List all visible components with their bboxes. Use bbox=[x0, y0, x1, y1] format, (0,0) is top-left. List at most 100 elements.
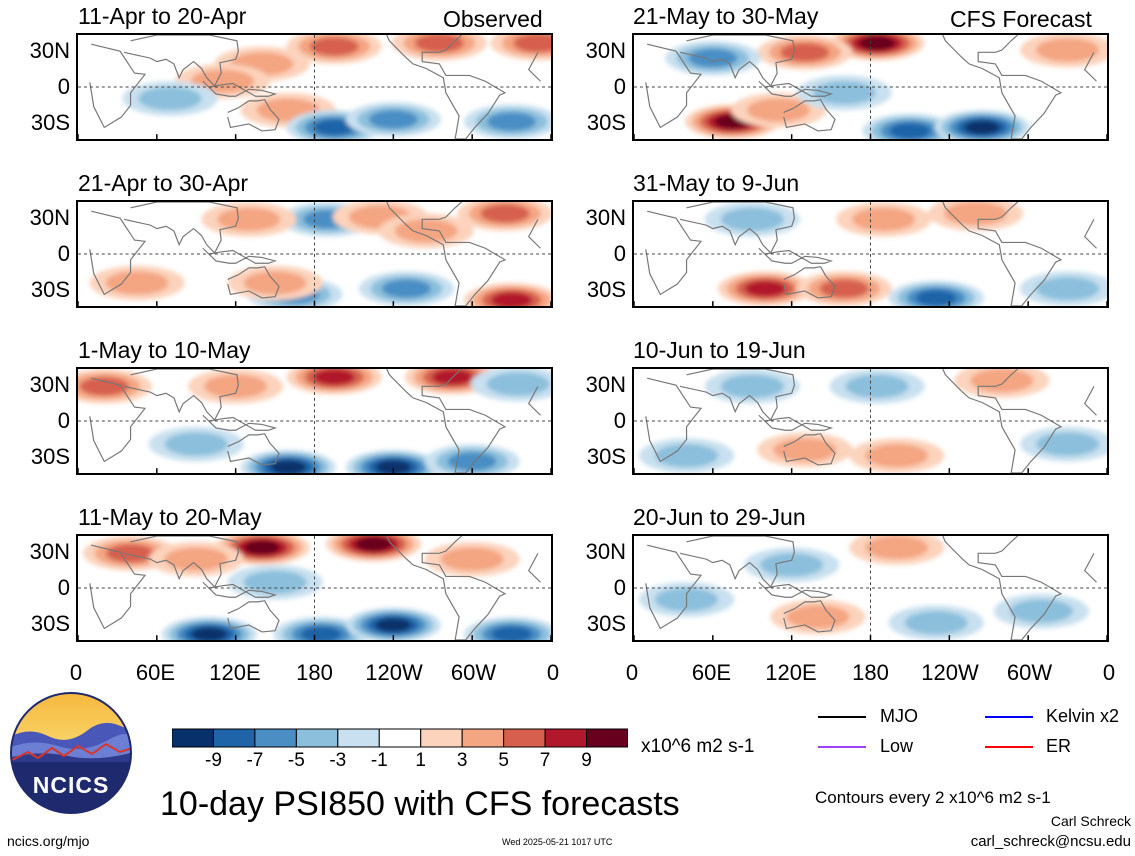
map-panel-fc-3 bbox=[632, 367, 1109, 475]
legend-low-line bbox=[818, 746, 866, 748]
coastline bbox=[89, 210, 147, 296]
anomaly-contour bbox=[243, 271, 307, 295]
map-svg bbox=[78, 536, 551, 640]
colorbar-swatch bbox=[337, 728, 380, 748]
anomaly-contour bbox=[1036, 38, 1100, 62]
anomaly-contour bbox=[191, 627, 228, 640]
anomaly-contour bbox=[375, 460, 412, 473]
coastline bbox=[758, 80, 834, 97]
y-tick-label: 0 bbox=[613, 74, 626, 99]
y-tick-label: 30N bbox=[585, 38, 626, 63]
anomaly-contour bbox=[79, 376, 129, 396]
anomaly-contour bbox=[106, 543, 156, 563]
coastline bbox=[1083, 52, 1097, 82]
y-tick-label: 30S bbox=[30, 611, 70, 636]
anomaly-contour bbox=[414, 35, 464, 53]
author: Carl Schreck bbox=[1050, 813, 1131, 829]
y-tick-label: 0 bbox=[613, 408, 626, 433]
panel-title-obs-2: 21-Apr to 30-Apr bbox=[78, 170, 249, 196]
colorbar-swatch bbox=[420, 728, 463, 748]
anomaly-contour bbox=[300, 626, 342, 640]
panel-title-obs-1: 11-Apr to 20-Apr bbox=[78, 3, 247, 29]
coastline bbox=[679, 369, 795, 421]
coastline bbox=[227, 600, 280, 633]
colorbar-swatch bbox=[212, 728, 256, 748]
colorbar-swatch bbox=[461, 728, 505, 748]
anomaly-contour bbox=[491, 292, 533, 306]
colorbar-swatch bbox=[503, 728, 546, 748]
coastline bbox=[758, 581, 834, 598]
coastline bbox=[645, 377, 703, 463]
anomaly-contour bbox=[944, 202, 1008, 226]
legend-kelvin-label: Kelvin x2 bbox=[1046, 706, 1120, 726]
anomaly-contour bbox=[744, 280, 786, 297]
coastline bbox=[758, 247, 834, 264]
ncics-logo[interactable]: NCICS bbox=[8, 690, 134, 816]
coastline bbox=[527, 219, 541, 249]
anomaly-contour bbox=[845, 374, 909, 399]
colorbar-label: -3 bbox=[329, 750, 347, 771]
y-tick-label: 30N bbox=[29, 38, 70, 63]
x-tick-label: 120E bbox=[765, 660, 817, 685]
x-tick-label: 0 bbox=[69, 660, 83, 685]
coastline bbox=[386, 202, 507, 306]
panel-title-fc-1: 21-May to 30-May bbox=[633, 3, 819, 29]
map-svg bbox=[634, 536, 1107, 640]
anomaly-contour bbox=[244, 540, 280, 555]
anomaly-contour bbox=[513, 35, 551, 53]
map-panel-fc-1 bbox=[632, 33, 1109, 141]
map-svg bbox=[78, 35, 551, 139]
contour-note: Contours every 2 x10^6 m2 s-1 bbox=[815, 788, 1051, 807]
x-tick-label: 60W bbox=[450, 660, 497, 685]
coastline bbox=[527, 386, 541, 416]
y-tick-label: 0 bbox=[57, 241, 70, 266]
y-tick-label: 30N bbox=[585, 372, 626, 397]
coastline bbox=[679, 202, 795, 254]
anomaly-contour bbox=[915, 290, 957, 306]
panel-title-fc-2: 31-May to 9-Jun bbox=[633, 170, 800, 196]
map-panel-fc-4 bbox=[632, 534, 1109, 642]
anomaly-contour bbox=[655, 443, 719, 468]
anomaly-contour bbox=[164, 432, 228, 456]
legend-low-label: Low bbox=[880, 736, 914, 756]
anomaly-contour bbox=[852, 207, 916, 232]
coastline bbox=[202, 80, 278, 97]
coastline bbox=[123, 202, 239, 254]
map-svg bbox=[634, 202, 1107, 306]
panel-title-fc-4: 20-Jun to 29-Jun bbox=[633, 504, 806, 530]
colorbar-units: x10^6 m2 s-1 bbox=[641, 736, 755, 757]
site-link[interactable]: ncics.org/mjo bbox=[7, 833, 90, 849]
anomaly-contour bbox=[819, 279, 869, 299]
coastline bbox=[942, 369, 1063, 473]
anomaly-contour bbox=[375, 617, 412, 633]
anomaly-contour bbox=[780, 42, 830, 62]
y-tick-label: 0 bbox=[613, 575, 626, 600]
map-panel-obs-4 bbox=[76, 534, 553, 642]
legend-kelvin-line bbox=[985, 716, 1033, 718]
map-svg bbox=[78, 202, 551, 306]
anomaly-contour bbox=[786, 605, 850, 629]
author-email[interactable]: carl_schreck@ncsu.edu bbox=[970, 833, 1131, 850]
anomaly-contour bbox=[313, 369, 355, 385]
y-tick-label: 30S bbox=[586, 611, 626, 636]
legend-er-label: ER bbox=[1046, 736, 1072, 756]
coastline bbox=[386, 536, 507, 640]
ncics-logo-graphic bbox=[10, 692, 132, 814]
timestamp: Wed 2025-05-21 1017 UTC bbox=[502, 837, 613, 847]
colorbar-label: 7 bbox=[539, 750, 551, 771]
x-tick-label: 180 bbox=[296, 660, 333, 685]
anomaly-contour bbox=[1036, 276, 1100, 301]
x-tick-label: 0 bbox=[1102, 660, 1116, 685]
coastline bbox=[202, 247, 278, 264]
coastline bbox=[1083, 386, 1097, 416]
colorbar-label: -9 bbox=[205, 750, 222, 771]
coastline bbox=[942, 35, 1063, 139]
y-tick-label: 30S bbox=[30, 444, 70, 469]
anomaly-contour bbox=[889, 123, 931, 139]
coastline bbox=[227, 266, 280, 299]
coastline bbox=[679, 35, 795, 87]
x-tick-label: 120W bbox=[365, 660, 423, 685]
x-tick-label: 0 bbox=[625, 660, 639, 685]
colorbar-label: 3 bbox=[456, 750, 468, 771]
